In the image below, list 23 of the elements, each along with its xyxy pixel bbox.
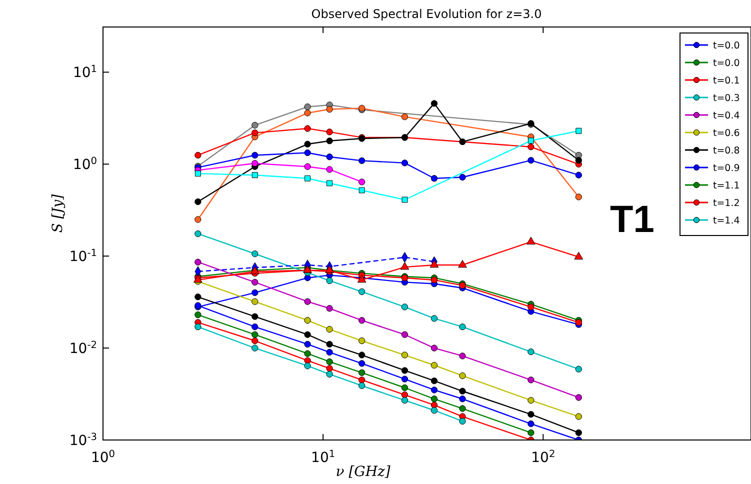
y-tick-label: 10$^{0}$ [72, 156, 97, 174]
legend-label: t=0.1 [713, 76, 740, 86]
y-tick-label: 10$^{-2}$ [69, 340, 97, 358]
legend-label: t=0.0 [713, 58, 740, 69]
legend-label: t=1.2 [713, 198, 740, 209]
x-axis-title: ν [GHz] [336, 464, 391, 480]
y-axis-title: S [Jy] [50, 194, 66, 233]
legend-label: t=0.3 [713, 93, 740, 104]
legend-label: t=1.4 [713, 216, 740, 226]
legend-label: t=0.6 [713, 128, 740, 139]
legend-label: t=0.8 [713, 146, 740, 156]
x-tick-label: 10$^{0}$ [90, 448, 116, 466]
x-tick-label: 10$^{1}$ [311, 448, 336, 466]
legend-label: t=0.0 [713, 40, 740, 52]
legend-label: t=0.9 [713, 163, 740, 174]
x-tick-label: 10$^{2}$ [531, 448, 556, 466]
annotation: T1 [610, 199, 654, 241]
y-tick-label: 10$^{-1}$ [69, 248, 97, 266]
chart-title: Observed Spectral Evolution for z=3.0 [311, 7, 542, 21]
legend-label: t=1.1 [713, 180, 740, 192]
y-tick-label: 10$^{1}$ [72, 64, 97, 82]
y-tick-label: 10$^{-3}$ [69, 432, 97, 449]
legend-label: t=0.4 [713, 110, 740, 122]
